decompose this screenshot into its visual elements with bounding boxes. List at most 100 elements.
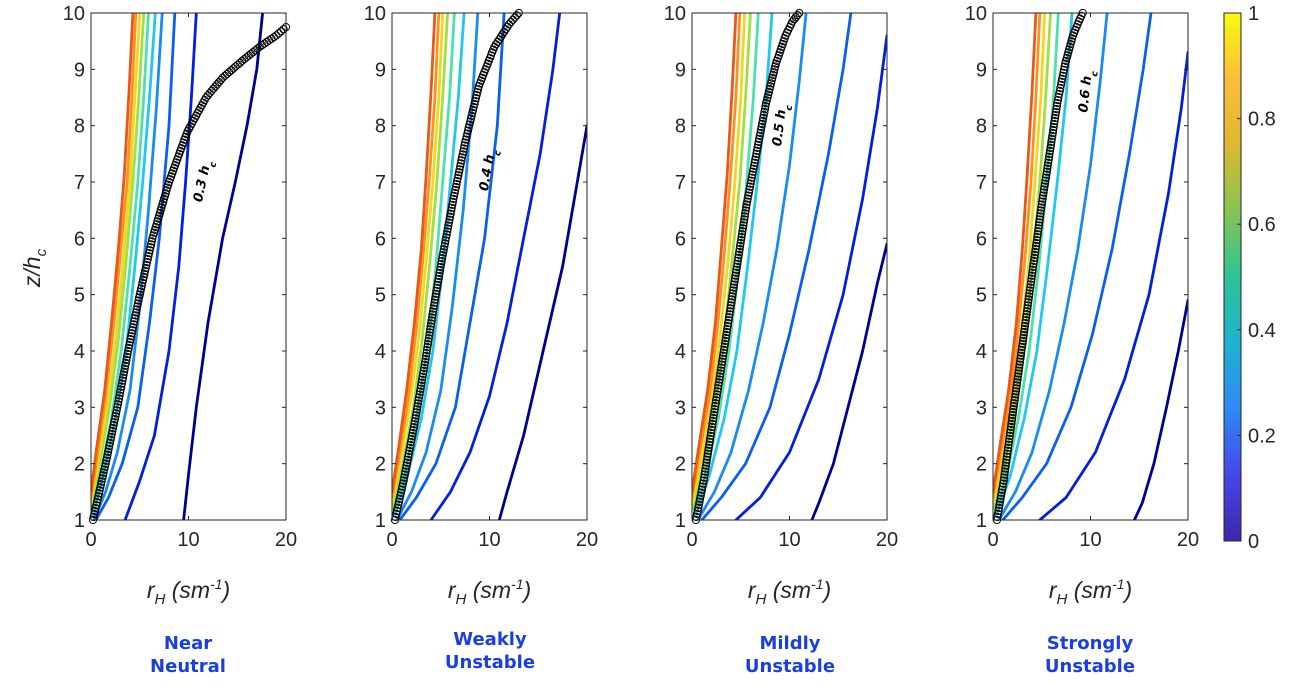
marker bbox=[1052, 102, 1062, 111]
marker bbox=[421, 351, 431, 361]
marker bbox=[1003, 449, 1012, 458]
marker bbox=[453, 174, 462, 183]
marker bbox=[696, 494, 705, 503]
marker bbox=[94, 489, 104, 498]
marker bbox=[1049, 122, 1058, 132]
marker bbox=[430, 295, 440, 304]
marker bbox=[1011, 393, 1020, 402]
marker bbox=[739, 221, 748, 230]
marker bbox=[110, 418, 119, 427]
marker bbox=[453, 177, 462, 186]
marker bbox=[452, 180, 461, 189]
marker bbox=[506, 17, 515, 27]
marker bbox=[445, 212, 455, 221]
marker bbox=[708, 416, 718, 426]
marker bbox=[1015, 360, 1024, 369]
marker bbox=[743, 197, 752, 206]
marker bbox=[1019, 330, 1028, 340]
marker bbox=[731, 268, 741, 277]
y-tick-label: 6 bbox=[976, 228, 987, 250]
marker bbox=[112, 406, 121, 415]
marker bbox=[1040, 179, 1050, 188]
caption-line: Mildly bbox=[759, 633, 821, 654]
marker bbox=[998, 482, 1007, 491]
marker bbox=[729, 283, 738, 292]
marker-series bbox=[992, 8, 1087, 525]
marker bbox=[466, 117, 475, 126]
marker bbox=[143, 255, 152, 264]
marker bbox=[124, 346, 133, 356]
marker bbox=[723, 322, 732, 331]
marker bbox=[1015, 363, 1024, 372]
marker bbox=[412, 405, 422, 414]
marker bbox=[1034, 227, 1043, 236]
marker bbox=[412, 408, 421, 417]
y-tick-label: 3 bbox=[375, 397, 386, 419]
marker bbox=[1045, 152, 1054, 161]
marker bbox=[1011, 387, 1021, 396]
marker bbox=[718, 351, 728, 360]
marker bbox=[1034, 221, 1044, 230]
y-tick-label: 4 bbox=[375, 341, 386, 363]
marker bbox=[456, 159, 465, 168]
marker-series bbox=[390, 8, 523, 525]
marker bbox=[119, 370, 128, 379]
y-tick-label: 8 bbox=[74, 116, 85, 138]
marker bbox=[1007, 419, 1016, 428]
marker bbox=[707, 425, 716, 434]
marker bbox=[717, 360, 726, 369]
marker bbox=[126, 335, 135, 344]
series-line-9 bbox=[91, 13, 138, 499]
marker bbox=[1042, 167, 1051, 176]
marker bbox=[1055, 86, 1064, 96]
marker bbox=[142, 260, 151, 270]
marker bbox=[392, 509, 401, 519]
marker bbox=[421, 357, 430, 367]
marker bbox=[96, 483, 105, 492]
marker bbox=[1002, 458, 1011, 467]
marker bbox=[699, 476, 708, 485]
marker bbox=[411, 414, 420, 423]
marker bbox=[732, 265, 741, 274]
marker bbox=[769, 68, 778, 77]
marker bbox=[441, 236, 450, 245]
marker bbox=[740, 212, 749, 221]
marker bbox=[1038, 194, 1047, 203]
marker bbox=[125, 341, 134, 350]
y-tick-label: 6 bbox=[74, 228, 85, 250]
marker bbox=[137, 281, 146, 290]
series-line-2 bbox=[734, 34, 887, 520]
x-tick-label: 0 bbox=[686, 529, 697, 551]
marker bbox=[728, 292, 737, 301]
marker bbox=[728, 289, 737, 298]
marker bbox=[1012, 384, 1021, 393]
marker bbox=[1042, 170, 1051, 179]
marker bbox=[706, 428, 716, 437]
series-line-2 bbox=[429, 13, 562, 520]
marker bbox=[448, 200, 457, 209]
marker bbox=[1032, 236, 1041, 245]
marker bbox=[711, 399, 720, 408]
marker bbox=[1047, 134, 1056, 143]
marker bbox=[714, 381, 723, 390]
marker bbox=[726, 301, 736, 310]
y-tick-label: 10 bbox=[364, 3, 386, 25]
y-tick-label: 5 bbox=[976, 285, 987, 307]
marker bbox=[1035, 215, 1044, 224]
marker bbox=[420, 360, 429, 369]
marker bbox=[461, 135, 470, 144]
marker bbox=[1045, 146, 1055, 155]
marker bbox=[421, 354, 430, 364]
marker bbox=[446, 209, 455, 218]
marker bbox=[135, 293, 144, 302]
marker bbox=[400, 473, 409, 482]
marker bbox=[1014, 366, 1023, 375]
series-line-3 bbox=[1001, 13, 1153, 520]
marker bbox=[1020, 325, 1029, 334]
marker bbox=[463, 126, 473, 135]
marker bbox=[700, 473, 709, 482]
marker bbox=[742, 203, 751, 212]
marker bbox=[725, 307, 735, 316]
